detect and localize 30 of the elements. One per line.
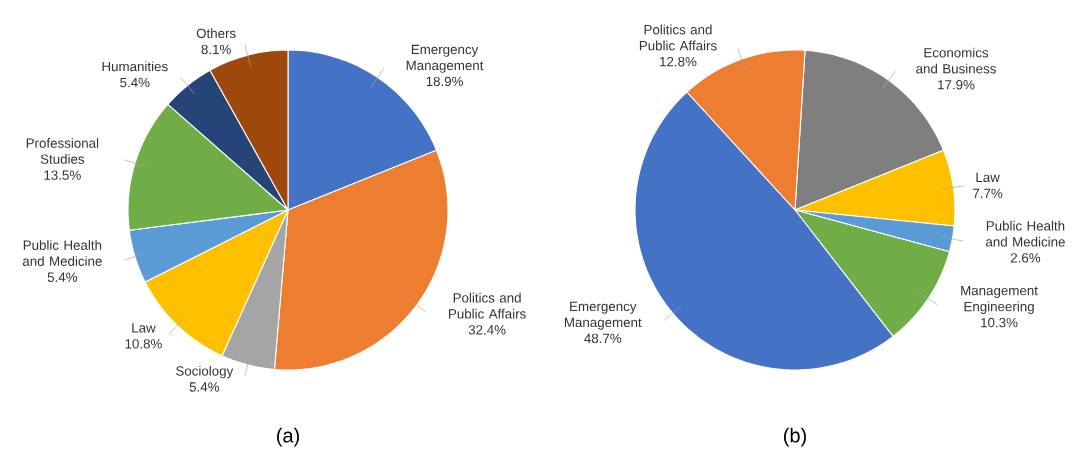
data-label: 10.3%	[981, 317, 1018, 328]
slice-label: Law	[976, 172, 1000, 183]
slice-label: Sociology	[176, 365, 234, 379]
text: (a)	[277, 427, 299, 447]
slice-label: Professional Studies	[26, 138, 99, 164]
data-label: 5.4%	[189, 382, 220, 392]
slice-label: Emergency Management	[406, 44, 484, 73]
data-label: 5.4%	[120, 77, 150, 88]
data-label: 7.7%	[973, 188, 1003, 198]
slice-label: Management Engineering	[961, 285, 1038, 314]
data-label: 13.5%	[44, 170, 81, 180]
data-label: 2.6%	[1010, 253, 1041, 263]
data-label: 18.9%	[426, 76, 463, 87]
data-label: 5.4%	[47, 272, 78, 282]
slice-label: Law	[132, 323, 156, 333]
data-label: 48.7%	[584, 333, 622, 344]
slice-label: Public Health and Medicine	[985, 220, 1065, 247]
data-label: 32.4%	[468, 325, 506, 335]
slice-label: Economics and Business	[916, 47, 996, 74]
slice-label: Politics and Public Affairs	[639, 24, 717, 51]
slice-label: Humanities	[102, 61, 168, 72]
data-label: 10.8%	[125, 339, 162, 349]
slice-label: Public Health and Medicine	[22, 240, 102, 266]
data-label: 8.1%	[201, 44, 231, 55]
slice-label: Politics and Public Affairs	[449, 292, 526, 319]
slice-label: Others	[196, 28, 236, 39]
data-label: 12.8%	[660, 56, 697, 67]
text: (b)	[784, 427, 806, 447]
slice-label: Emergency Management	[564, 301, 642, 330]
data-label: 17.9%	[938, 80, 975, 90]
